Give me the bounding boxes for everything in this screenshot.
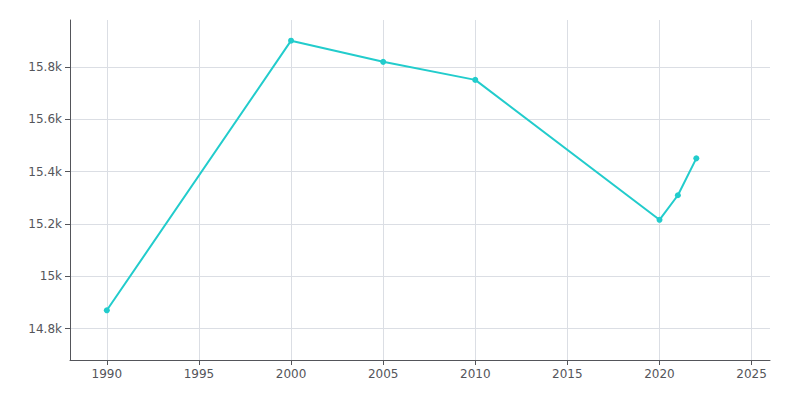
svg-text:15.2k: 15.2k	[28, 217, 62, 231]
svg-text:2010: 2010	[460, 367, 491, 381]
svg-text:2020: 2020	[644, 367, 675, 381]
svg-text:2025: 2025	[736, 367, 767, 381]
svg-text:15.4k: 15.4k	[28, 165, 62, 179]
svg-text:15.8k: 15.8k	[28, 60, 62, 74]
svg-text:2000: 2000	[276, 367, 307, 381]
svg-text:2015: 2015	[552, 367, 583, 381]
svg-text:1995: 1995	[184, 367, 215, 381]
svg-text:15.6k: 15.6k	[28, 112, 62, 126]
svg-text:14.8k: 14.8k	[28, 322, 62, 336]
svg-text:1990: 1990	[92, 367, 123, 381]
svg-text:2005: 2005	[368, 367, 399, 381]
svg-text:15k: 15k	[40, 269, 62, 283]
